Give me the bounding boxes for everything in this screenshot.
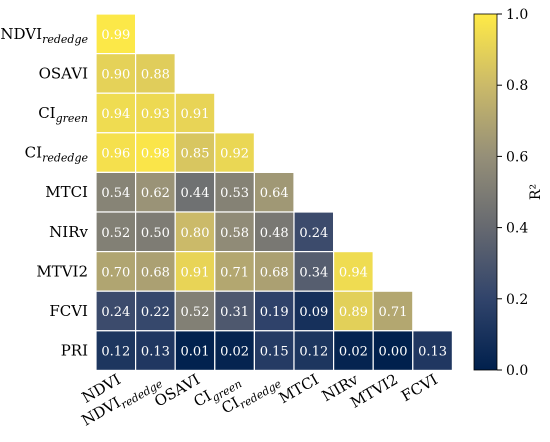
row-label: MTVI2 <box>36 262 88 280</box>
cell-value-label: 0.34 <box>299 265 328 280</box>
column-labels: NDVINDVIrededgeOSAVICIgreenCIrededgeMTCI… <box>79 370 441 430</box>
heatmap-cell <box>214 171 256 213</box>
cell-value-label: 0.31 <box>220 305 249 320</box>
heatmap-cell <box>174 92 216 134</box>
cell-value-label: 0.80 <box>181 226 210 241</box>
row-label: NDVIrededge <box>0 25 88 46</box>
colorbar-tick-label: 0.8 <box>506 78 528 94</box>
cell-value-label: 0.44 <box>181 186 210 201</box>
cell-value-label: 0.52 <box>101 226 130 241</box>
cell-value-label: 0.92 <box>220 147 249 162</box>
cell-value-label: 0.62 <box>141 186 170 201</box>
row-label: MTCI <box>45 183 88 201</box>
row-labels: NDVIrededge OSAVI CIgreen CIrededge MTCI NIRv… <box>0 25 88 360</box>
row-label: CIrededge <box>25 144 89 165</box>
heatmap-cells: 0.99 0.90 0.88 0.94 0.93 0.91 0.96 0.98 0.85 0.92… <box>95 13 453 371</box>
colorbar-tick-label: 0.0 <box>506 363 528 379</box>
cell-value-label: 0.13 <box>141 345 170 360</box>
cell-value-label: 0.93 <box>141 107 170 122</box>
cell-value-label: 0.54 <box>101 186 130 201</box>
row-label: NIRv <box>49 223 88 241</box>
cell-value-label: 0.12 <box>299 345 328 360</box>
cell-value-label: 0.70 <box>101 265 130 280</box>
heatmap-cell <box>95 13 137 55</box>
cell-value-label: 0.88 <box>141 67 170 82</box>
row-label: OSAVI <box>39 64 88 82</box>
cell-value-label: 0.89 <box>339 305 368 320</box>
heatmap-cell <box>293 330 335 371</box>
heatmap-cell <box>95 290 137 332</box>
colorbar-tick-label: 0.6 <box>506 149 528 165</box>
heatmap-cell <box>174 290 216 332</box>
heatmap-cell <box>214 132 256 174</box>
cell-value-label: 0.15 <box>260 345 289 360</box>
heatmap-cell <box>372 290 414 332</box>
colorbar-tick-label: 0.2 <box>506 292 528 308</box>
row-label: PRI <box>61 342 88 360</box>
cell-value-label: 0.58 <box>220 226 249 241</box>
cell-value-label: 0.50 <box>141 226 170 241</box>
colorbar-tick-label: 0.4 <box>506 221 528 237</box>
cell-value-label: 0.19 <box>260 305 289 320</box>
heatmap-cell <box>135 330 176 371</box>
cell-value-label: 0.24 <box>101 305 130 320</box>
row-label: FCVI <box>49 302 88 320</box>
heatmap-cell <box>135 132 176 174</box>
cell-value-label: 0.02 <box>220 345 249 360</box>
heatmap-cell <box>412 330 453 371</box>
heatmap-cell <box>293 211 335 253</box>
cell-value-label: 0.91 <box>181 265 210 280</box>
heatmap-cell <box>253 211 295 253</box>
cell-value-label: 0.91 <box>181 107 210 122</box>
cell-value-label: 0.64 <box>260 186 289 201</box>
heatmap-cell <box>135 211 176 253</box>
cell-value-label: 0.12 <box>101 345 130 360</box>
heatmap-cell <box>95 330 137 371</box>
heatmap-cell <box>135 171 176 213</box>
heatmap-cell <box>293 251 335 292</box>
cell-value-label: 0.71 <box>220 265 249 280</box>
cell-value-label: 0.71 <box>379 305 408 320</box>
cell-value-label: 0.94 <box>339 265 368 280</box>
cell-value-label: 0.09 <box>299 305 328 320</box>
cell-value-label: 0.24 <box>299 226 328 241</box>
cell-value-label: 0.13 <box>418 345 447 360</box>
heatmap-cell <box>214 330 256 371</box>
column-label: MTCI <box>276 370 322 407</box>
cell-value-label: 0.68 <box>260 265 289 280</box>
cell-value-label: 0.00 <box>379 345 408 360</box>
cell-value-label: 0.90 <box>101 67 130 82</box>
cell-value-label: 0.48 <box>260 226 289 241</box>
cell-value-label: 0.53 <box>220 186 249 201</box>
heatmap-cell <box>135 251 176 292</box>
cell-value-label: 0.99 <box>101 28 130 43</box>
cell-value-label: 0.52 <box>181 305 210 320</box>
cell-value-label: 0.01 <box>181 345 210 360</box>
heatmap-cell <box>95 211 137 253</box>
colorbar-tick-label: 1.0 <box>506 7 528 23</box>
colorbar: 0.0 0.2 0.4 0.6 0.8 1.0 R² <box>473 7 544 379</box>
row-label: CIgreen <box>38 104 88 125</box>
cell-value-label: 0.85 <box>181 147 210 162</box>
cell-value-label: 0.98 <box>141 147 170 162</box>
heatmap-cell <box>95 52 137 94</box>
heatmap-cell <box>253 330 295 371</box>
colorbar-title: R² <box>528 184 544 200</box>
heatmap-cell <box>214 211 256 253</box>
cell-value-label: 0.02 <box>339 345 368 360</box>
cell-value-label: 0.94 <box>101 107 130 122</box>
colorbar-gradient <box>473 13 498 371</box>
heatmap-cell <box>95 251 137 292</box>
cell-value-label: 0.68 <box>141 265 170 280</box>
cell-value-label: 0.96 <box>101 147 130 162</box>
cell-value-label: 0.22 <box>141 305 170 320</box>
column-label: FCVI <box>398 370 441 405</box>
